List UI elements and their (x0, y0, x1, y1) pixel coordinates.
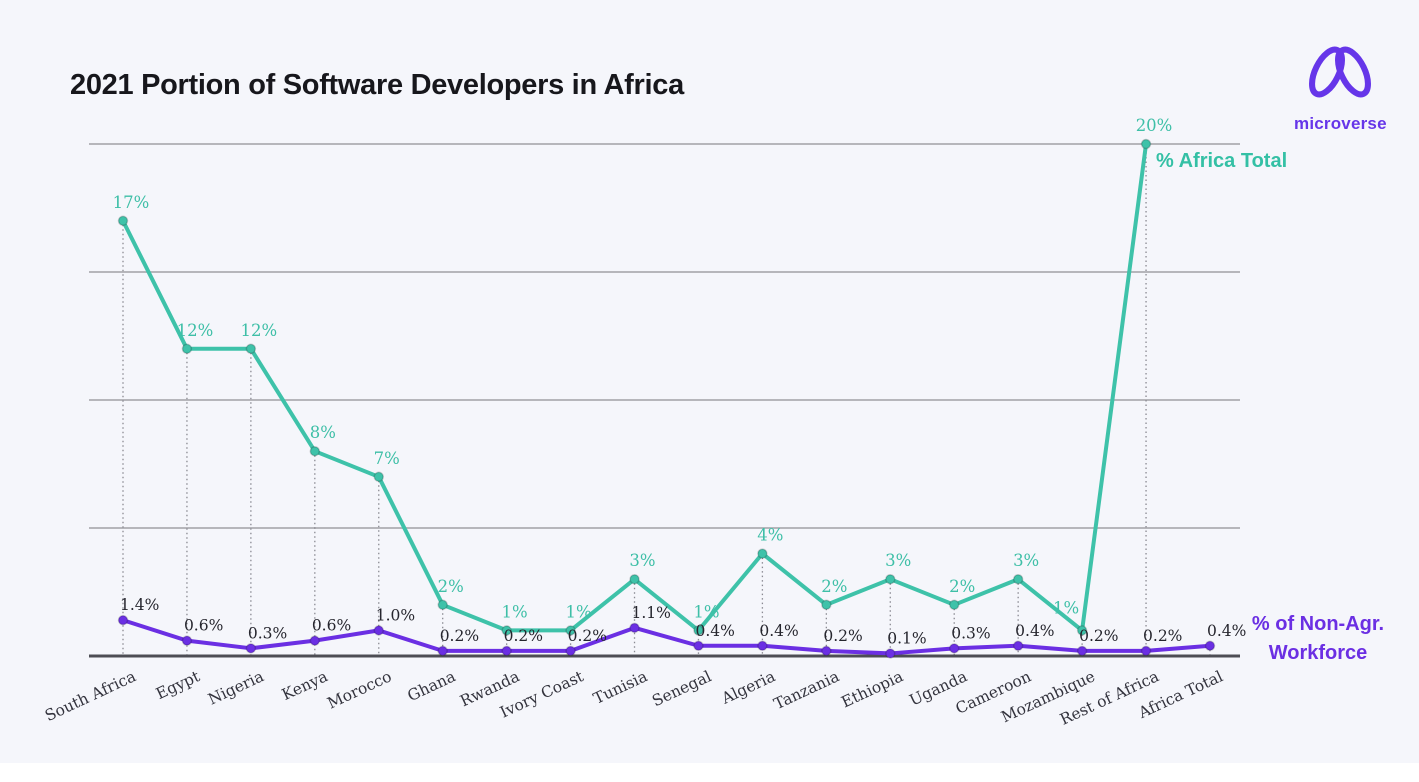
data-point (821, 599, 832, 611)
data-point (948, 643, 960, 654)
x-tick-label: Senegal (649, 667, 714, 710)
x-tick-label: Ghana (405, 667, 459, 705)
value-label: 1.1% (632, 604, 671, 622)
data-point (629, 573, 640, 585)
value-label: 7% (374, 449, 400, 468)
x-tick-label: Kenya (279, 667, 330, 704)
data-point (117, 215, 129, 227)
value-label: 2% (821, 577, 847, 596)
x-tick-label: Ethiopia (839, 667, 906, 711)
data-point (437, 645, 448, 657)
value-label: 0.6% (312, 617, 351, 635)
x-tick-label: Tunisia (591, 667, 651, 708)
value-label: 8% (310, 423, 336, 442)
value-label: 0.4% (759, 622, 798, 640)
value-label: 12% (241, 321, 278, 340)
microverse-logo-icon (1309, 46, 1371, 98)
data-point (948, 599, 960, 611)
value-label: 20% (1136, 116, 1173, 135)
data-point (1012, 573, 1024, 585)
data-point (437, 599, 448, 611)
value-label: 0.2% (823, 627, 862, 645)
data-point (1076, 645, 1088, 657)
value-label: 0.6% (184, 617, 223, 635)
legend-africa-total: % Africa Total (1156, 150, 1288, 172)
data-point (629, 622, 640, 634)
x-tick-label: Morocco (325, 667, 395, 712)
value-label: 17% (113, 193, 150, 212)
value-label: 1% (502, 602, 528, 621)
data-point (693, 625, 704, 636)
value-label: 1% (1053, 598, 1079, 617)
value-label: 0.2% (568, 627, 607, 645)
x-tick-label: South Africa (42, 667, 138, 725)
data-point (565, 645, 576, 657)
value-label: 1% (693, 602, 719, 621)
value-label: 3% (885, 551, 911, 570)
data-point (1012, 640, 1024, 652)
value-label: 1.4% (120, 596, 159, 614)
data-point (245, 343, 257, 355)
x-tick-label: Algeria (718, 667, 778, 708)
value-label: 4% (757, 526, 783, 545)
data-point (501, 645, 512, 657)
data-point (565, 625, 576, 636)
data-point (245, 643, 257, 654)
data-point (693, 640, 704, 652)
value-label: 3% (1013, 551, 1039, 570)
page-title: 2021 Portion of Software Developers in A… (70, 69, 684, 102)
data-point (117, 614, 129, 626)
data-point (501, 625, 512, 636)
data-point (757, 548, 768, 559)
value-label: 0.3% (248, 624, 287, 642)
value-label: 0.4% (1207, 622, 1246, 640)
data-point (309, 445, 321, 457)
data-point (373, 471, 385, 483)
data-point (1076, 625, 1088, 636)
value-label: 0.1% (887, 629, 926, 647)
microverse-logo: microverse (1294, 36, 1387, 134)
data-point (181, 635, 193, 646)
value-label: 0.2% (1143, 627, 1182, 645)
data-point (885, 573, 896, 585)
value-label: 0.2% (504, 627, 543, 645)
value-label: 0.2% (1079, 627, 1118, 645)
x-tick-label: Egypt (153, 667, 203, 703)
data-point (1140, 645, 1152, 657)
legend-non-agr-workforce: % of Non-Agr. Workforce (1251, 613, 1385, 664)
value-label: 1% (565, 602, 591, 621)
value-label: 12% (177, 321, 214, 340)
value-label: 0.4% (695, 622, 734, 640)
series-line-1 (121, 618, 1212, 656)
x-tick-label: Nigeria (205, 667, 266, 708)
value-label: 0.2% (440, 627, 479, 645)
data-point (181, 343, 193, 355)
data-point (757, 640, 768, 652)
data-point (373, 625, 385, 636)
data-point (1204, 640, 1216, 652)
microverse-logo-text: microverse (1294, 114, 1387, 133)
value-label: 0.4% (1015, 622, 1054, 640)
value-label: 2% (949, 577, 975, 596)
data-point (309, 635, 321, 646)
value-label: 0.3% (951, 624, 990, 642)
value-label: 1.0% (376, 606, 415, 624)
x-tick-label: Tanzania (771, 667, 842, 713)
data-point (821, 645, 832, 657)
value-label: 2% (438, 577, 464, 596)
data-point (885, 648, 896, 659)
data-point (1140, 138, 1152, 150)
bottom-strip (0, 763, 1419, 782)
value-label: 3% (629, 551, 655, 570)
